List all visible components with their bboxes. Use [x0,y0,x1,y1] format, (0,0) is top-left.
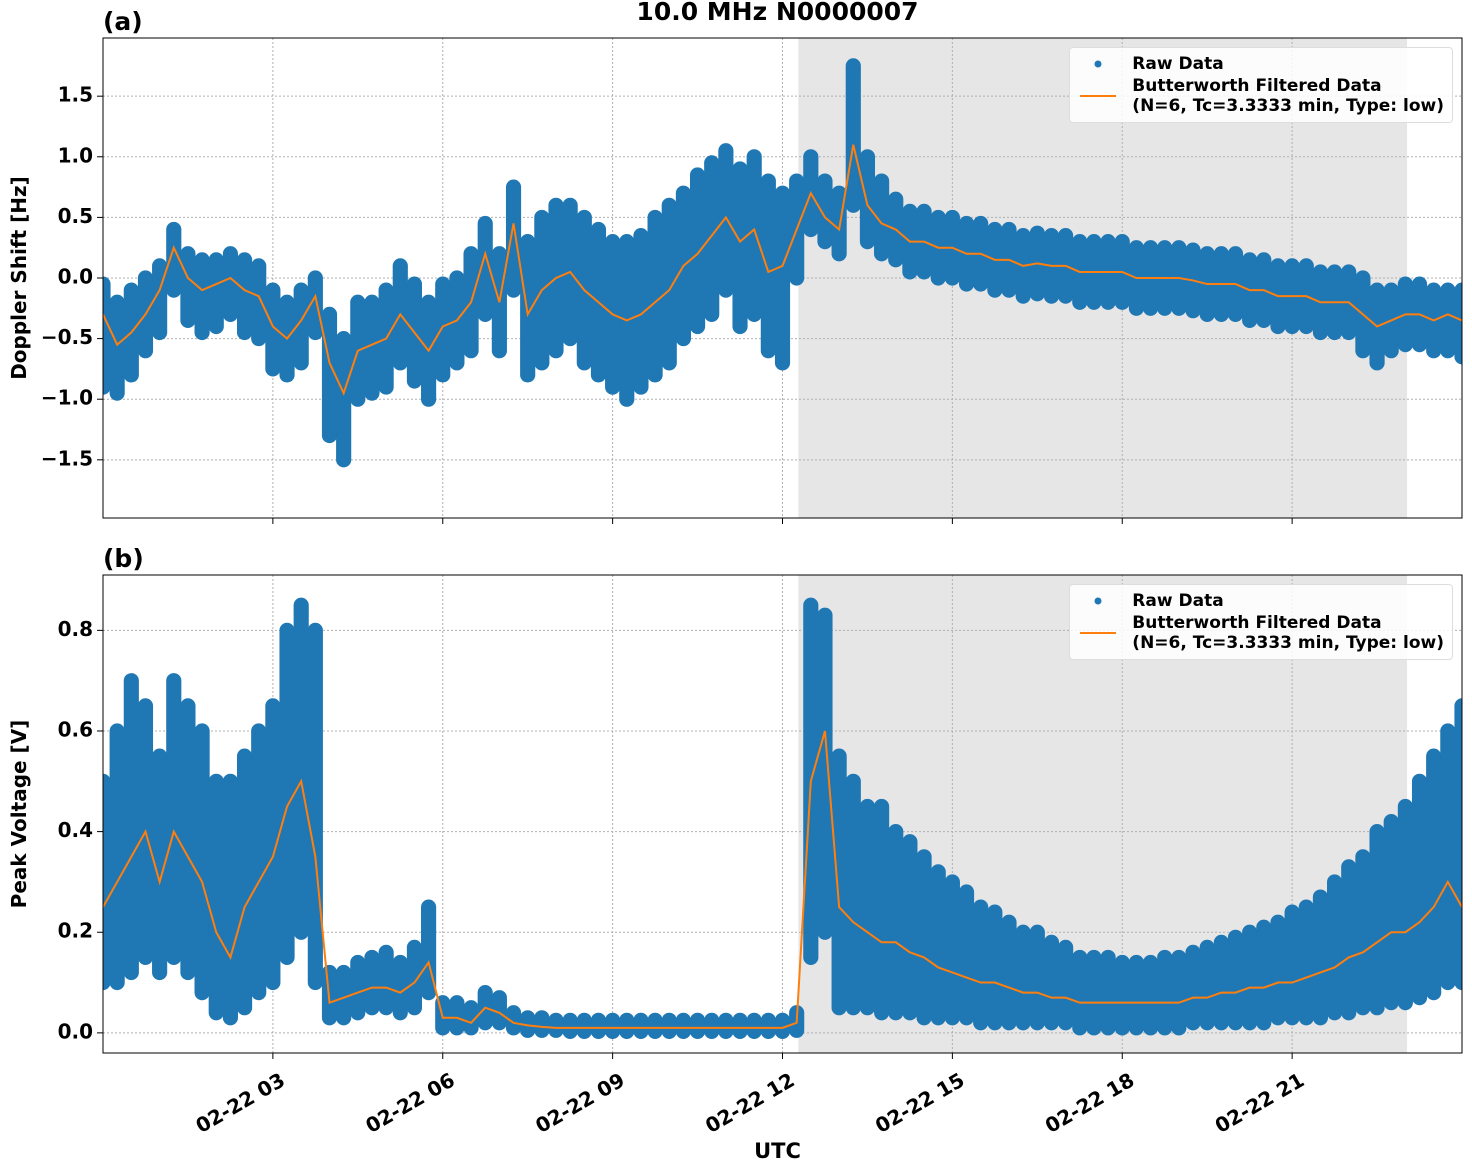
filtered-line [103,144,1462,396]
legend-key [1080,632,1117,634]
x-axis-label: UTC [754,1139,801,1163]
x-tick-label: 02-22 21 [1211,1068,1309,1138]
y-tick-label: 0.8 [58,617,93,641]
y-axis-label: Doppler Shift [Hz] [7,176,31,380]
plot-area [103,58,1462,468]
legend-label: Butterworth Filtered Data (N=6, Tc=3.333… [1132,76,1444,116]
legend-key [1094,597,1102,605]
legend-marker [1094,597,1102,605]
y-tick-label: 0.6 [58,717,93,741]
panel-label: (b) [103,544,144,573]
x-tick-label: 02-22 18 [1041,1068,1139,1138]
x-tick-label: 02-22 15 [871,1068,969,1138]
y-tick-label: 0.4 [58,818,93,842]
legend-label: Raw Data [1132,591,1224,611]
y-tick-label: 0.0 [58,265,93,289]
panel-label: (a) [103,7,143,36]
y-tick-label: 0.5 [58,204,93,228]
y-tick-label: −0.5 [41,325,93,349]
plot-area [103,597,1462,1039]
legend-marker [1094,60,1102,68]
legend: Raw Data Butterworth Filtered Data (N=6, … [1069,584,1453,660]
y-tick-label: 0.0 [58,1019,93,1043]
x-tick-label: 02-22 09 [531,1068,629,1138]
y-tick-label: −1.0 [41,386,93,410]
y-tick-label: −1.5 [41,446,93,470]
plot-frame [102,37,1463,519]
legend-entry: Butterworth Filtered Data (N=6, Tc=3.333… [1078,613,1444,653]
legend-key [1094,60,1102,68]
y-tick-label: 0.2 [58,919,93,943]
y-axis-label: Peak Voltage [V] [7,720,31,909]
legend: Raw Data Butterworth Filtered Data (N=6, … [1069,47,1453,123]
filtered-line [103,730,1462,1029]
legend-label: Butterworth Filtered Data (N=6, Tc=3.333… [1132,613,1444,653]
legend-key [1080,95,1117,97]
y-tick-label: 1.5 [58,83,93,107]
legend-entry: Butterworth Filtered Data (N=6, Tc=3.333… [1078,76,1444,116]
legend-entry: Raw Data [1078,591,1444,611]
chart-title: 10.0 MHz N0000007 [636,0,918,26]
y-tick-label: 1.0 [58,143,93,167]
legend-entry: Raw Data [1078,54,1444,74]
plot-frame [102,574,1463,1054]
x-tick-label: 02-22 06 [361,1068,459,1138]
x-tick-label: 02-22 03 [191,1068,289,1138]
legend-label: Raw Data [1132,54,1224,74]
x-tick-label: 02-22 12 [701,1068,799,1138]
